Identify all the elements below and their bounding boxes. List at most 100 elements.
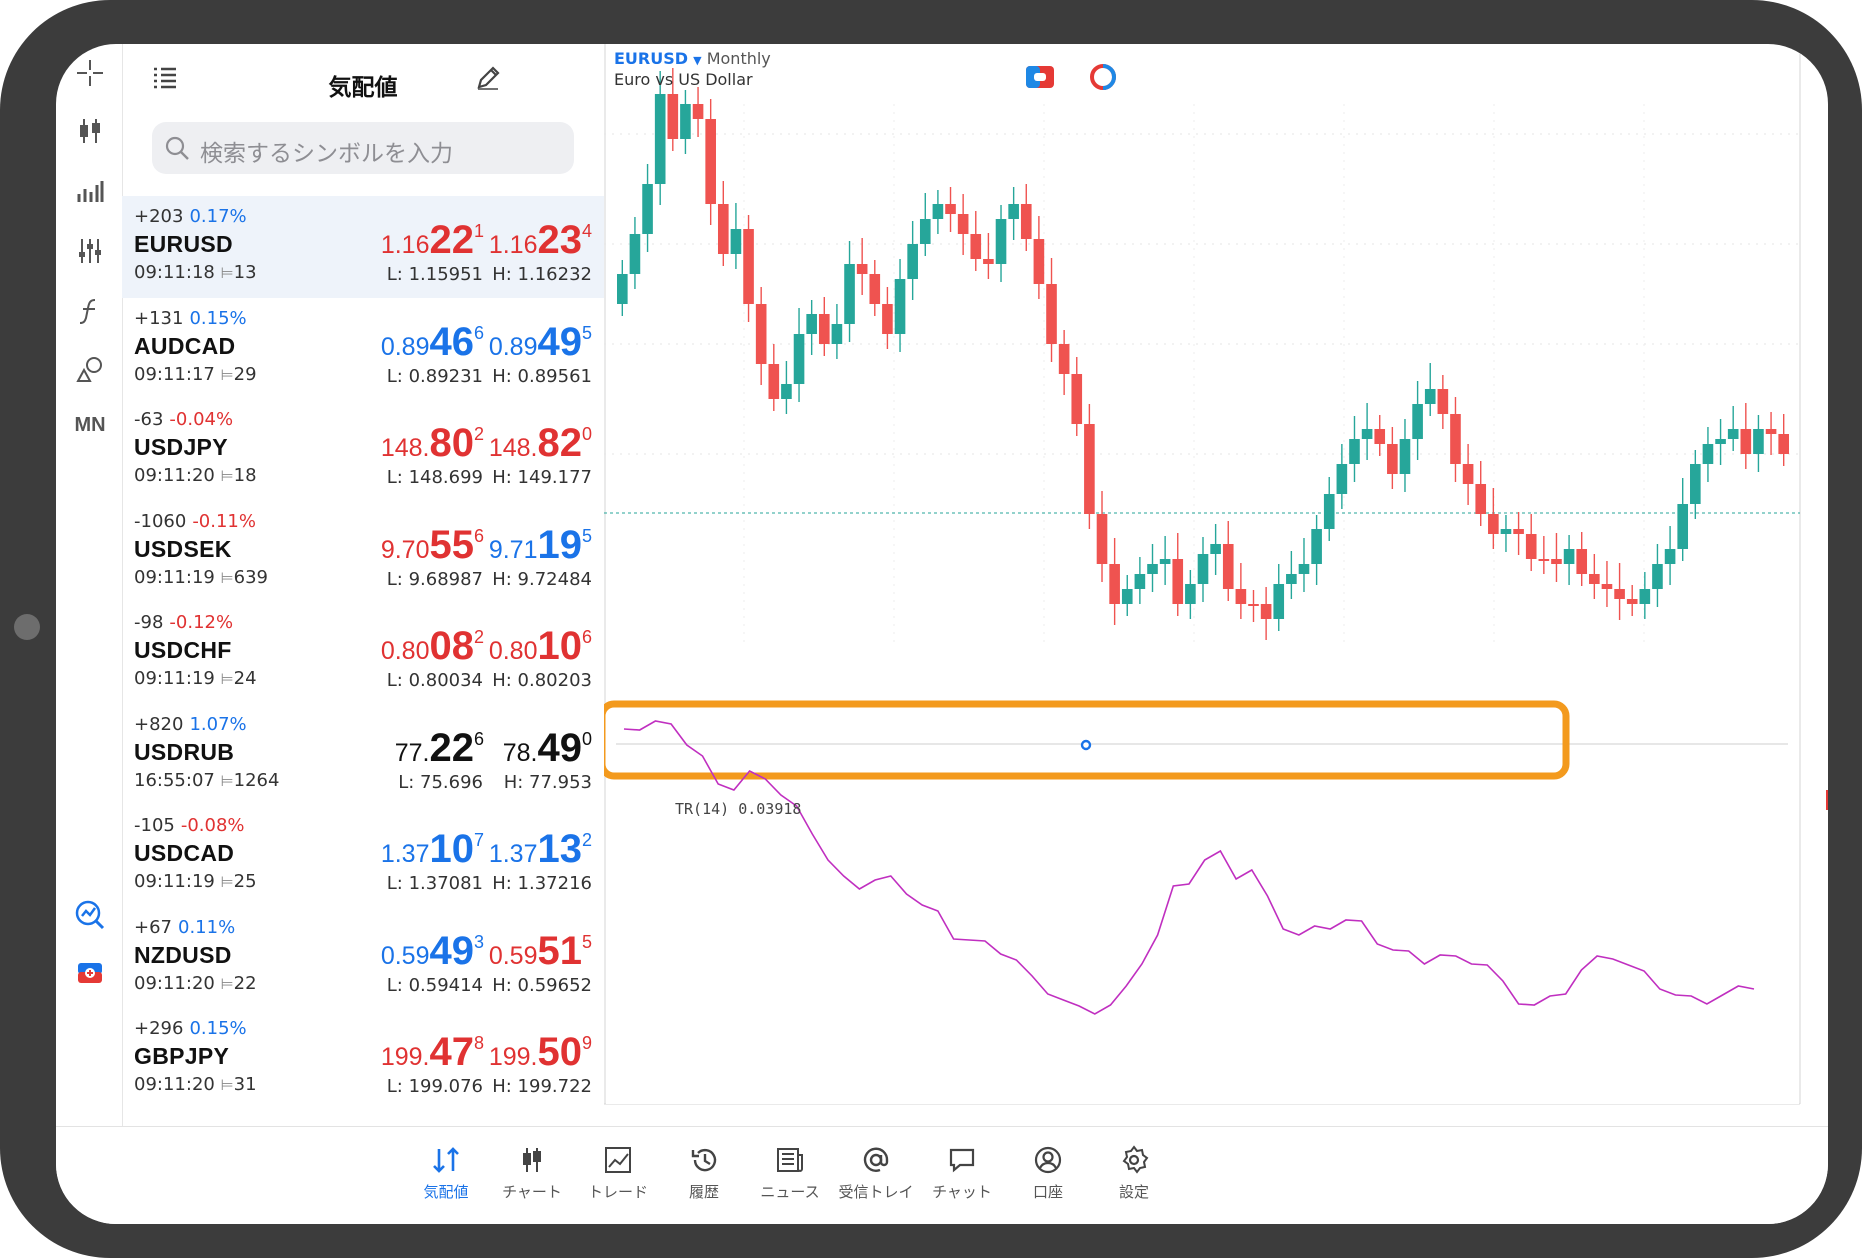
tab-label: 受信トレイ (838, 1183, 914, 1201)
candle-body (1538, 559, 1550, 561)
candle-body (1008, 204, 1019, 219)
candle-body (869, 274, 881, 304)
tab-label: ニュース (760, 1183, 820, 1201)
bid-price[interactable]: 0.89466 (381, 320, 484, 365)
ask-pip: 5 (581, 931, 592, 952)
low-price: L: 0.80034 (386, 670, 483, 691)
tab-account[interactable]: 口座 (1000, 1135, 1096, 1215)
bid-big: 10 (429, 827, 474, 871)
candle-body (1096, 514, 1108, 564)
one-click-trade-icon[interactable] (1025, 64, 1055, 90)
tab-label: 履歴 (688, 1183, 719, 1201)
bar-chart-icon[interactable] (65, 168, 115, 214)
ask-price[interactable]: 9.71195 (489, 523, 592, 568)
candle-body (1500, 529, 1512, 534)
tab-history[interactable]: 履歴 (656, 1135, 752, 1215)
candle-body (1336, 464, 1348, 494)
time-value: 09:11:18 (134, 262, 215, 283)
quote-row-audcad[interactable]: +131 0.15% AUDCAD 09:11:17 ⊨29 0.89466 0.8949… (122, 298, 604, 400)
timeframe-label[interactable]: MN (74, 413, 106, 436)
bid-price[interactable]: 0.59493 (381, 929, 484, 974)
one-click-trading-icon[interactable] (65, 950, 115, 996)
ask-price[interactable]: 199.509 (489, 1030, 592, 1075)
symbol-dropdown-icon[interactable]: ▼ (693, 54, 702, 67)
low-price: L: 0.89231 (386, 365, 483, 387)
settings-icon (1122, 1145, 1149, 1174)
function-icon[interactable] (65, 288, 115, 334)
ask-price[interactable]: 0.59515 (489, 929, 592, 974)
tab-trade[interactable]: トレード (570, 1135, 666, 1215)
ask-big: 49 (537, 319, 582, 364)
bid-price[interactable]: 77.226 (395, 726, 484, 771)
quote-row-usdsek[interactable]: -1060 -0.11% USDSEK 09:11:19 ⊨639 9.70556 9.7… (122, 501, 604, 603)
chart-canvas[interactable] (604, 44, 1828, 1126)
candle-body (642, 184, 653, 234)
depth-of-market-icon[interactable] (1088, 62, 1118, 92)
close-indicator-icon[interactable] (1826, 790, 1828, 810)
more-options-icon[interactable]: ••• (1826, 752, 1828, 777)
ask-price[interactable]: 0.80106 (489, 624, 592, 669)
bid-big: 08 (429, 624, 474, 668)
change-points: -98 -0.12% (134, 612, 233, 633)
ask-pip: 6 (581, 627, 592, 647)
candle-body (1286, 574, 1297, 584)
tab-settings[interactable]: 設定 (1086, 1135, 1182, 1215)
bid-price[interactable]: 1.16221 (381, 218, 484, 263)
ask-price[interactable]: 1.16234 (489, 218, 592, 263)
objects-icon[interactable] (65, 346, 115, 392)
change-percent: 0.11% (178, 916, 236, 938)
tab-mail[interactable]: 受信トレイ (828, 1135, 924, 1215)
quote-row-usdjpy[interactable]: -63 -0.04% USDJPY 09:11:20 ⊨18 148.802 148.82… (122, 399, 604, 501)
indicators-icon[interactable] (65, 228, 115, 274)
bid-price[interactable]: 0.80082 (381, 624, 484, 669)
bid-price[interactable]: 148.802 (381, 421, 484, 466)
trade-icon (605, 1147, 631, 1173)
quote-row-usdrub[interactable]: +820 1.07% USDRUB 16:55:07 ⊨1264 77.226 78.49… (122, 704, 604, 806)
bid-big: 47 (429, 1030, 474, 1074)
tr-indicator-line (623, 720, 1755, 1015)
ask-big: 51 (537, 928, 582, 973)
change-value: +203 (134, 206, 184, 227)
tab-chart[interactable]: チャート (484, 1135, 580, 1215)
chart-timeframe: Monthly (706, 49, 771, 68)
quote-row-usdcad[interactable]: -105 -0.08% USDCAD 09:11:19 ⊨25 1.37107 1.371… (122, 805, 604, 907)
candle-body (1513, 529, 1524, 534)
spread-icon: ⊨ (220, 873, 234, 891)
candle-body (1172, 559, 1184, 604)
candle-body (1147, 564, 1158, 574)
tab-news[interactable]: ニュース (742, 1135, 838, 1215)
quote-row-eurusd[interactable]: +203 0.17% EURUSD 09:11:18 ⊨13 1.16221 1.1623… (122, 196, 604, 298)
change-value: -98 (134, 612, 164, 633)
bid-big: 22 (429, 218, 474, 262)
bid-price[interactable]: 9.70556 (381, 523, 484, 568)
chart-symbol[interactable]: EURUSD (614, 49, 689, 68)
ask-price[interactable]: 148.820 (489, 421, 592, 466)
candle-body (970, 234, 982, 259)
list-view-icon[interactable] (152, 66, 178, 90)
spread-value: 22 (233, 972, 257, 994)
spread-icon: ⊨ (220, 974, 234, 993)
chart-area[interactable]: EURUSD ▼ Monthly Euro vs US Dollar TR(14… (604, 44, 1828, 1126)
crosshair-icon[interactable] (65, 50, 115, 96)
time-value: 09:11:19 (134, 566, 215, 588)
ask-price[interactable]: 0.89495 (489, 320, 592, 365)
quote-row-usdchf[interactable]: -98 -0.12% USDCHF 09:11:19 ⊨24 0.80082 0.8010… (122, 602, 604, 704)
candle-body (1475, 484, 1487, 514)
high-price: H: 1.37216 (492, 873, 592, 894)
candle-body (1614, 589, 1625, 599)
bid-price[interactable]: 199.478 (381, 1030, 484, 1075)
candle-body (692, 104, 704, 119)
ask-price[interactable]: 78.490 (503, 726, 592, 771)
ask-price[interactable]: 1.37132 (489, 827, 592, 872)
quote-row-nzdusd[interactable]: +67 0.11% NZDUSD 09:11:20 ⊨22 0.59493 0.59515… (122, 907, 604, 1009)
quote-row-gbpjpy[interactable]: +296 0.15% GBPJPY 09:11:20 ⊨31 199.478 199.50… (122, 1008, 604, 1110)
bid-price[interactable]: 1.37107 (381, 827, 484, 872)
time-value: 16:55:07 (134, 769, 215, 791)
edit-icon[interactable] (474, 64, 502, 92)
bid-small: 0.80 (380, 637, 430, 665)
search-input[interactable]: 検索するシンボルを入力 (152, 122, 574, 174)
tab-quotes[interactable]: 気配値 (398, 1135, 494, 1215)
signals-icon[interactable] (65, 892, 115, 938)
candlestick-icon[interactable] (65, 108, 115, 154)
tab-chat[interactable]: チャット (914, 1135, 1010, 1215)
